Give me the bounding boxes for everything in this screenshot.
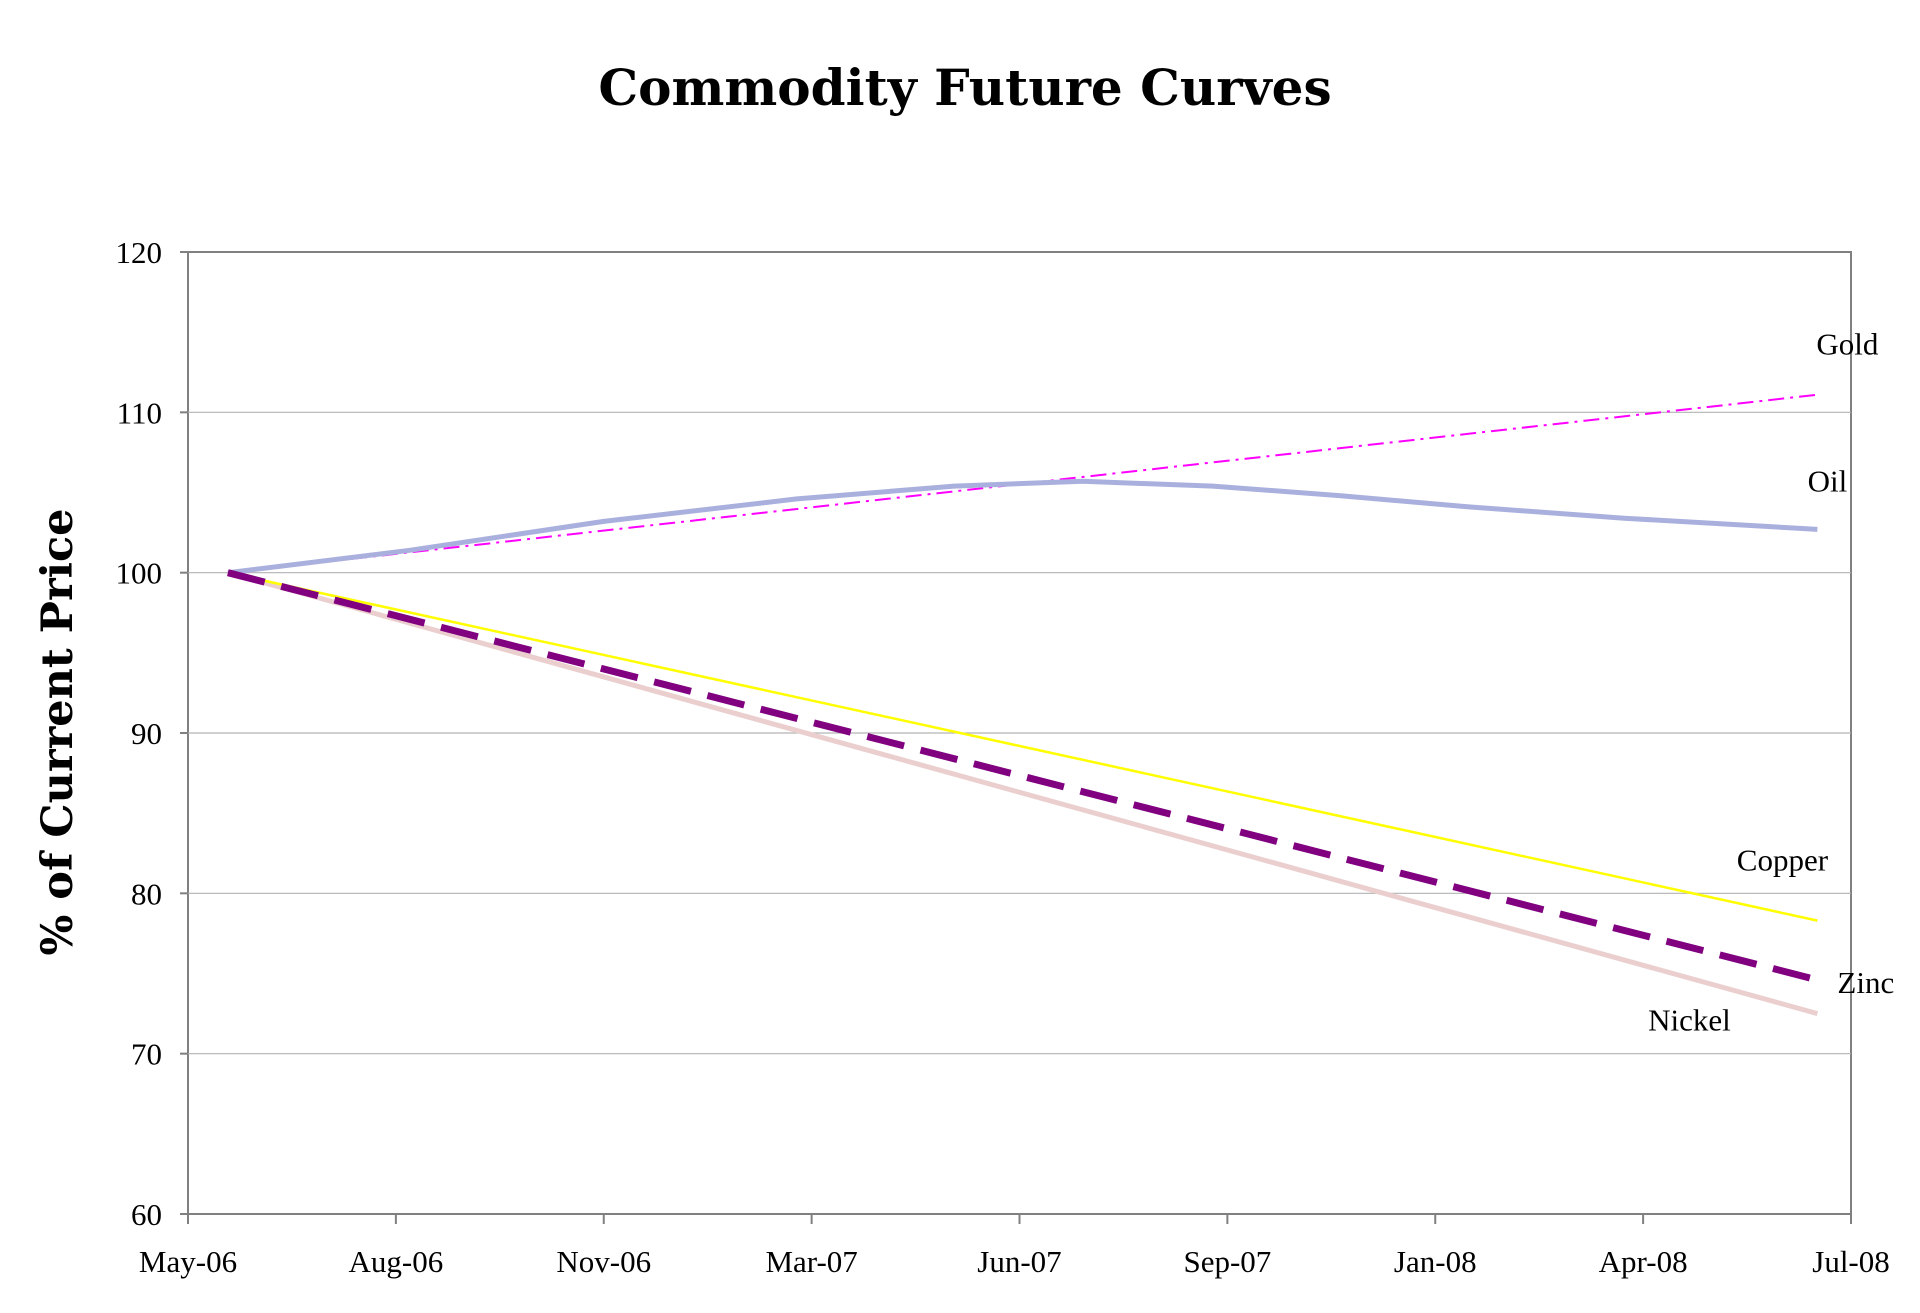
x-tick-label: May-06 [139,1244,237,1279]
series-label-gold: Gold [1816,327,1879,362]
x-tick-label: Jul-08 [1812,1244,1890,1279]
x-tick-label: Apr-08 [1599,1244,1688,1279]
x-tick-label: Jun-07 [977,1244,1061,1279]
x-tick-label: Aug-06 [349,1244,444,1279]
series-label-nickel: Nickel [1648,1003,1731,1038]
gridlines [188,411,1851,1055]
x-tick-label: Sep-07 [1183,1244,1271,1279]
y-tick-label: 110 [117,395,162,430]
y-axis-ticks: 60 70 80 90 100 110 120 [116,235,188,1232]
y-tick-label: 100 [116,556,163,591]
y-tick-label: 80 [131,876,162,911]
chart-title: Commodity Future Curves [598,58,1331,117]
y-tick-label: 60 [131,1197,162,1232]
series-label-zinc: Zinc [1837,965,1894,1000]
series-label-oil: Oil [1808,463,1848,498]
x-tick-label: Nov-06 [556,1244,651,1279]
x-axis-ticks: May-06 Aug-06 Nov-06 Mar-07 Jun-07 Sep-07 Jan-… [139,1214,1890,1279]
y-tick-label: 70 [131,1037,162,1072]
x-tick-label: Jan-08 [1394,1244,1477,1279]
y-axis-label: % of Current Price [33,508,83,955]
y-tick-label: 90 [131,716,162,751]
x-tick-label: Mar-07 [765,1244,857,1279]
series-lines [227,393,1819,1017]
series-label-copper: Copper [1737,843,1829,878]
series-labels: Gold Oil Copper Zinc Nickel [1648,327,1894,1038]
series-line-copper [227,571,1818,922]
y-tick-label: 120 [116,235,163,270]
series-line-oil [227,478,1818,576]
series-line-nickel [227,570,1819,1017]
